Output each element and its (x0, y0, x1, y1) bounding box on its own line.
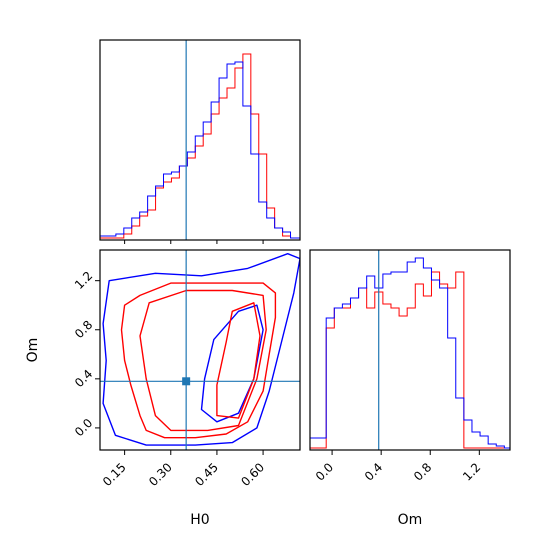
histogram-red-series (100, 53, 300, 239)
contour-lines (100, 250, 300, 450)
panel-frame (99, 249, 301, 451)
x-tick-label: 0.60 (238, 460, 267, 489)
x-tick-label: 0.45 (192, 460, 221, 489)
x-tick-label: 1.2 (460, 460, 483, 483)
x-tick-label: 0.15 (100, 460, 129, 489)
y-axis-label: Om (25, 338, 41, 363)
histogram-blue-series (99, 61, 300, 239)
histogram-red-series (310, 271, 510, 449)
y-tick-label: 0.8 (72, 318, 95, 341)
y-tick-label: 0.0 (72, 416, 95, 439)
x-axis-label: H0 (190, 512, 209, 528)
contour-blue (102, 253, 300, 446)
panel-h0-histogram (99, 39, 301, 244)
panel-h0-om-contour: 0.15 0.30 0.45 0.60 0.0 0.4 0.8 1.2 H0 Om (25, 249, 301, 528)
contour-red (120, 282, 277, 439)
x-tick-label: 0.8 (411, 460, 434, 483)
contour-red (139, 289, 267, 432)
panel-om-histogram: 0.0 0.4 0.8 1.2 Om (309, 249, 511, 528)
truth-marker (182, 377, 191, 386)
panel-frame (99, 39, 301, 241)
x-axis-label: Om (398, 512, 423, 528)
contour-red (216, 302, 261, 419)
panel-frame (309, 249, 511, 451)
y-tick-label: 0.4 (72, 367, 95, 390)
contour-blue (200, 304, 264, 423)
y-tick-label: 1.2 (72, 269, 95, 292)
histogram-blue-series (309, 257, 510, 449)
x-tick-label: 0.4 (362, 460, 385, 483)
x-tick-label: 0.30 (146, 460, 175, 489)
x-tick-label: 0.0 (313, 460, 336, 483)
